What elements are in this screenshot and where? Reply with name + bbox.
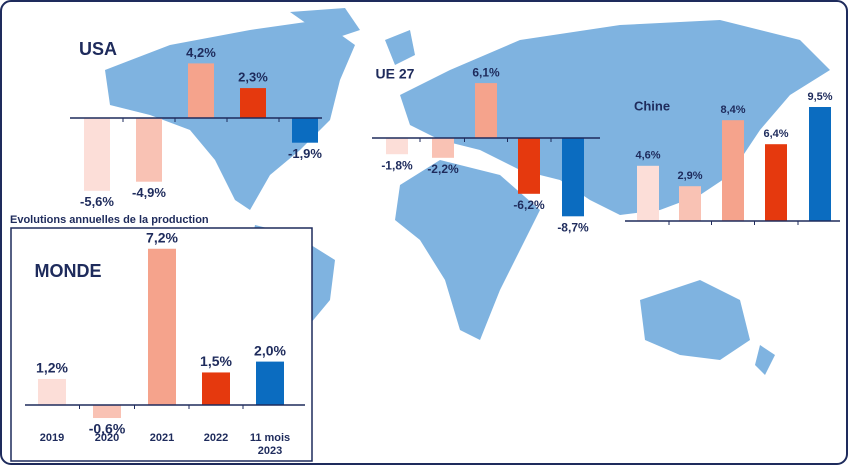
bar bbox=[386, 138, 408, 155]
bar bbox=[38, 378, 66, 405]
chart-title: MONDE bbox=[35, 261, 102, 281]
value-label: 8,4% bbox=[720, 104, 745, 116]
value-label: 4,2% bbox=[186, 45, 216, 60]
value-label: -8,7% bbox=[557, 220, 589, 234]
chart-subtitle: Evolutions annuelles de la production bbox=[10, 214, 209, 226]
value-label: 2,0% bbox=[254, 342, 286, 358]
bar bbox=[679, 186, 701, 221]
value-label: 9,5% bbox=[807, 91, 832, 103]
value-label: 4,6% bbox=[635, 150, 660, 162]
value-label: 1,5% bbox=[200, 353, 232, 369]
x-tick-label: 2019 bbox=[39, 432, 65, 444]
bar bbox=[432, 138, 454, 158]
bar bbox=[722, 120, 744, 221]
bar bbox=[188, 63, 214, 118]
bar bbox=[240, 88, 266, 118]
value-label: 6,4% bbox=[763, 128, 788, 140]
bar bbox=[292, 118, 318, 143]
x-tick-label: 2020 bbox=[94, 432, 120, 444]
value-label: -0,6% bbox=[89, 421, 126, 437]
value-label: -1,8% bbox=[381, 158, 413, 172]
bar bbox=[475, 83, 497, 138]
x-tick-label: 2021 bbox=[149, 432, 175, 444]
value-label: 1,2% bbox=[36, 360, 68, 376]
value-label: 6,1% bbox=[472, 65, 500, 79]
bar bbox=[136, 118, 162, 182]
bar bbox=[256, 361, 284, 405]
bar bbox=[562, 138, 584, 217]
bar bbox=[93, 405, 121, 419]
x-tick-label: 2022 bbox=[203, 432, 229, 444]
value-label: 2,3% bbox=[238, 70, 268, 85]
value-label: -2,2% bbox=[427, 162, 459, 176]
value-label: -6,2% bbox=[513, 198, 545, 212]
bar bbox=[765, 144, 787, 221]
chart-title: UE 27 bbox=[376, 66, 415, 82]
x-tick-label: 11 mois 2023 bbox=[249, 432, 291, 457]
bar bbox=[637, 165, 659, 221]
value-label: -4,9% bbox=[132, 185, 166, 200]
value-label: -5,6% bbox=[80, 194, 114, 209]
bar bbox=[518, 138, 540, 194]
chart-title: Chine bbox=[634, 98, 670, 113]
value-label: 2,9% bbox=[677, 170, 702, 182]
value-label: -1,9% bbox=[288, 146, 322, 161]
bar bbox=[148, 248, 176, 405]
chart-title: USA bbox=[79, 39, 117, 59]
value-label: 7,2% bbox=[146, 229, 178, 245]
bar bbox=[84, 118, 110, 191]
bar bbox=[202, 372, 230, 405]
bar bbox=[809, 107, 831, 221]
